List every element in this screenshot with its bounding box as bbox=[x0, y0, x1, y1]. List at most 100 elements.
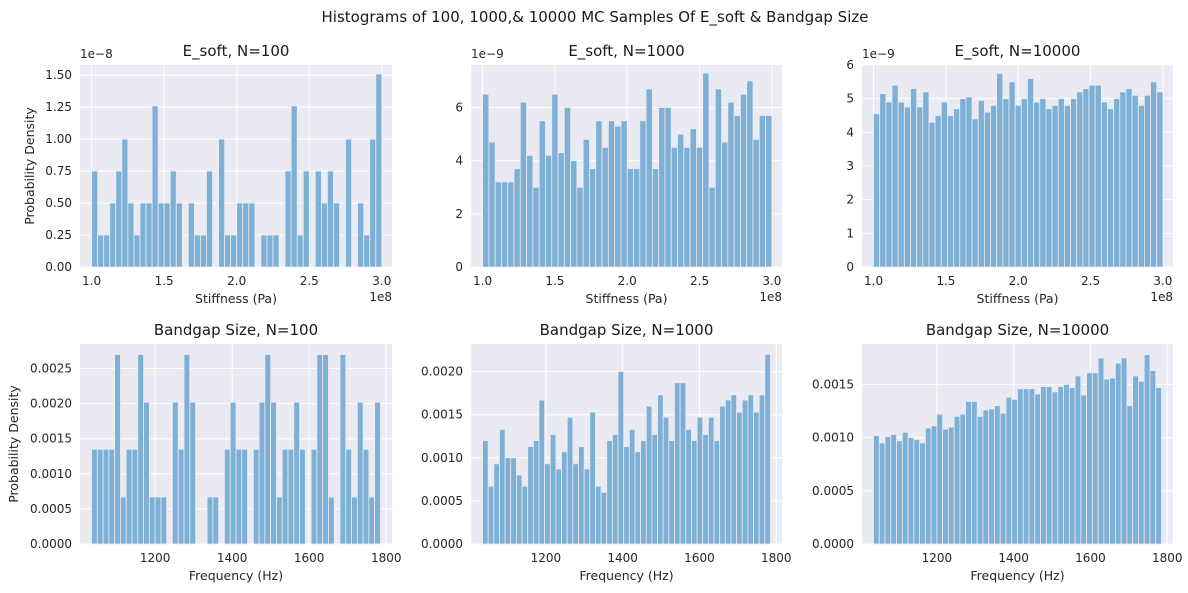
histogram-bar bbox=[1063, 384, 1070, 545]
histogram-bar bbox=[154, 496, 162, 545]
x-tick-label: 2.5 bbox=[690, 274, 709, 288]
y-axis-label: Probability Density bbox=[22, 107, 37, 225]
y-tick-label: 3 bbox=[846, 159, 854, 173]
x-tick-label: 1800 bbox=[1152, 551, 1183, 565]
histogram-bar bbox=[260, 234, 268, 268]
y-tick-label: 6 bbox=[846, 58, 854, 72]
histogram-bar bbox=[758, 115, 766, 268]
histogram-bar bbox=[545, 154, 553, 268]
histogram-bar bbox=[910, 88, 918, 268]
x-offset-label: 1e8 bbox=[1150, 290, 1173, 304]
histogram-bar bbox=[115, 170, 123, 268]
y-tick-label: 2 bbox=[846, 193, 854, 207]
y-tick-label: 0.25 bbox=[45, 228, 72, 242]
histogram-bar bbox=[1119, 91, 1127, 268]
histogram-bar bbox=[1051, 391, 1059, 545]
histogram-bar bbox=[689, 128, 697, 268]
histogram-bar bbox=[1076, 91, 1084, 268]
histogram-bar bbox=[930, 425, 938, 545]
y-tick-label: 2 bbox=[455, 207, 463, 221]
histogram-bar bbox=[884, 436, 892, 545]
histogram-bar bbox=[1100, 101, 1108, 268]
histogram-bar bbox=[566, 416, 574, 545]
histogram-bar bbox=[538, 120, 546, 268]
subplot-5: 1200 1400 1600 1800 0.0000 0.0005 0.0010 0.0015… bbox=[421, 321, 792, 583]
histogram-bar bbox=[1082, 88, 1090, 268]
histogram-bar bbox=[1063, 105, 1071, 268]
histogram-bar bbox=[549, 434, 557, 545]
x-tick-label: 1600 bbox=[684, 551, 715, 565]
histogram-bar bbox=[999, 412, 1007, 545]
histogram-bar bbox=[521, 485, 529, 545]
histogram-bar bbox=[1039, 98, 1047, 268]
histogram-bar bbox=[1033, 101, 1041, 268]
histogram-bar bbox=[947, 426, 955, 545]
histogram-bar bbox=[913, 439, 920, 545]
histogram-bar bbox=[988, 408, 995, 545]
y-tick-label: 1.25 bbox=[45, 100, 72, 114]
histogram-bar bbox=[242, 202, 250, 268]
histogram-bar bbox=[746, 80, 754, 268]
x-tick-label: 1200 bbox=[922, 551, 953, 565]
histogram-bar bbox=[1028, 388, 1036, 545]
histogram-bar bbox=[538, 399, 546, 545]
histogram-bar bbox=[611, 434, 619, 545]
subplot-2: 1.0 1.5 2.0 2.5 3.0 0 2 4 6 1e−9 1e8 E_soft, N=1000… bbox=[455, 42, 782, 306]
histogram-bar bbox=[264, 354, 272, 545]
histogram-bar bbox=[339, 354, 347, 545]
x-tick-label: 1600 bbox=[1075, 551, 1106, 565]
histogram-bar bbox=[1103, 378, 1111, 545]
histogram-bar bbox=[488, 141, 496, 268]
histogram-bar bbox=[236, 202, 244, 268]
histogram-bar bbox=[1051, 105, 1059, 268]
histogram-bar bbox=[1017, 388, 1024, 545]
subplot-4: 1200 1400 1600 1800 0.0000 0.0005 0.0010 0.0015… bbox=[6, 321, 401, 583]
histogram-bar bbox=[296, 234, 304, 268]
histogram-bar bbox=[218, 138, 226, 268]
histogram-bar bbox=[953, 108, 961, 268]
y-tick-label: 0.0015 bbox=[812, 377, 854, 391]
histogram-bar bbox=[971, 118, 979, 268]
histogram-bar bbox=[916, 106, 924, 268]
subplot-title: Bandgap Size, N=100 bbox=[154, 321, 318, 339]
histogram-bar bbox=[670, 146, 678, 268]
histogram-bar bbox=[582, 139, 590, 268]
histogram-bar bbox=[714, 88, 722, 268]
y-tick-label: 6 bbox=[455, 101, 463, 115]
y-tick-label: 0.0005 bbox=[421, 494, 463, 508]
histogram-bar bbox=[287, 448, 295, 545]
histogram-bar bbox=[187, 202, 195, 268]
histogram-bar bbox=[172, 401, 179, 545]
histogram-bar bbox=[1156, 91, 1164, 268]
histogram-bar bbox=[499, 428, 506, 545]
histogram-bar bbox=[1040, 386, 1047, 545]
subplot-title: Bandgap Size, N=1000 bbox=[540, 321, 714, 339]
y-tick-label: 1 bbox=[846, 226, 854, 240]
histogram-bar bbox=[109, 202, 117, 268]
histogram-bar bbox=[1074, 375, 1082, 545]
histogram-bar bbox=[664, 107, 672, 268]
histogram-bar bbox=[526, 154, 534, 268]
histogram-bar bbox=[272, 234, 280, 268]
subplot-title: E_soft, N=100 bbox=[183, 42, 290, 61]
histogram-bar bbox=[369, 138, 377, 268]
histogram-bar bbox=[160, 496, 168, 545]
histogram-bar bbox=[356, 401, 364, 545]
histogram-bar bbox=[327, 170, 334, 268]
histogram-bar bbox=[501, 181, 509, 268]
histogram-bar bbox=[1115, 362, 1122, 545]
histogram-bar bbox=[578, 446, 585, 545]
histogram-bar bbox=[873, 113, 881, 268]
histogram-bar bbox=[570, 160, 578, 268]
histogram-bar bbox=[91, 170, 99, 268]
histogram-bar bbox=[363, 234, 371, 268]
x-offset-label: 1e8 bbox=[369, 290, 392, 304]
histogram-bar bbox=[1057, 98, 1065, 268]
histogram-bar bbox=[493, 463, 500, 545]
histogram-bar bbox=[320, 202, 328, 268]
histogram-bar bbox=[487, 485, 495, 545]
histogram-bar bbox=[248, 202, 256, 268]
histogram-bar bbox=[764, 353, 771, 545]
histogram-bar bbox=[148, 496, 156, 545]
x-tick-label: 1.5 bbox=[155, 274, 174, 288]
